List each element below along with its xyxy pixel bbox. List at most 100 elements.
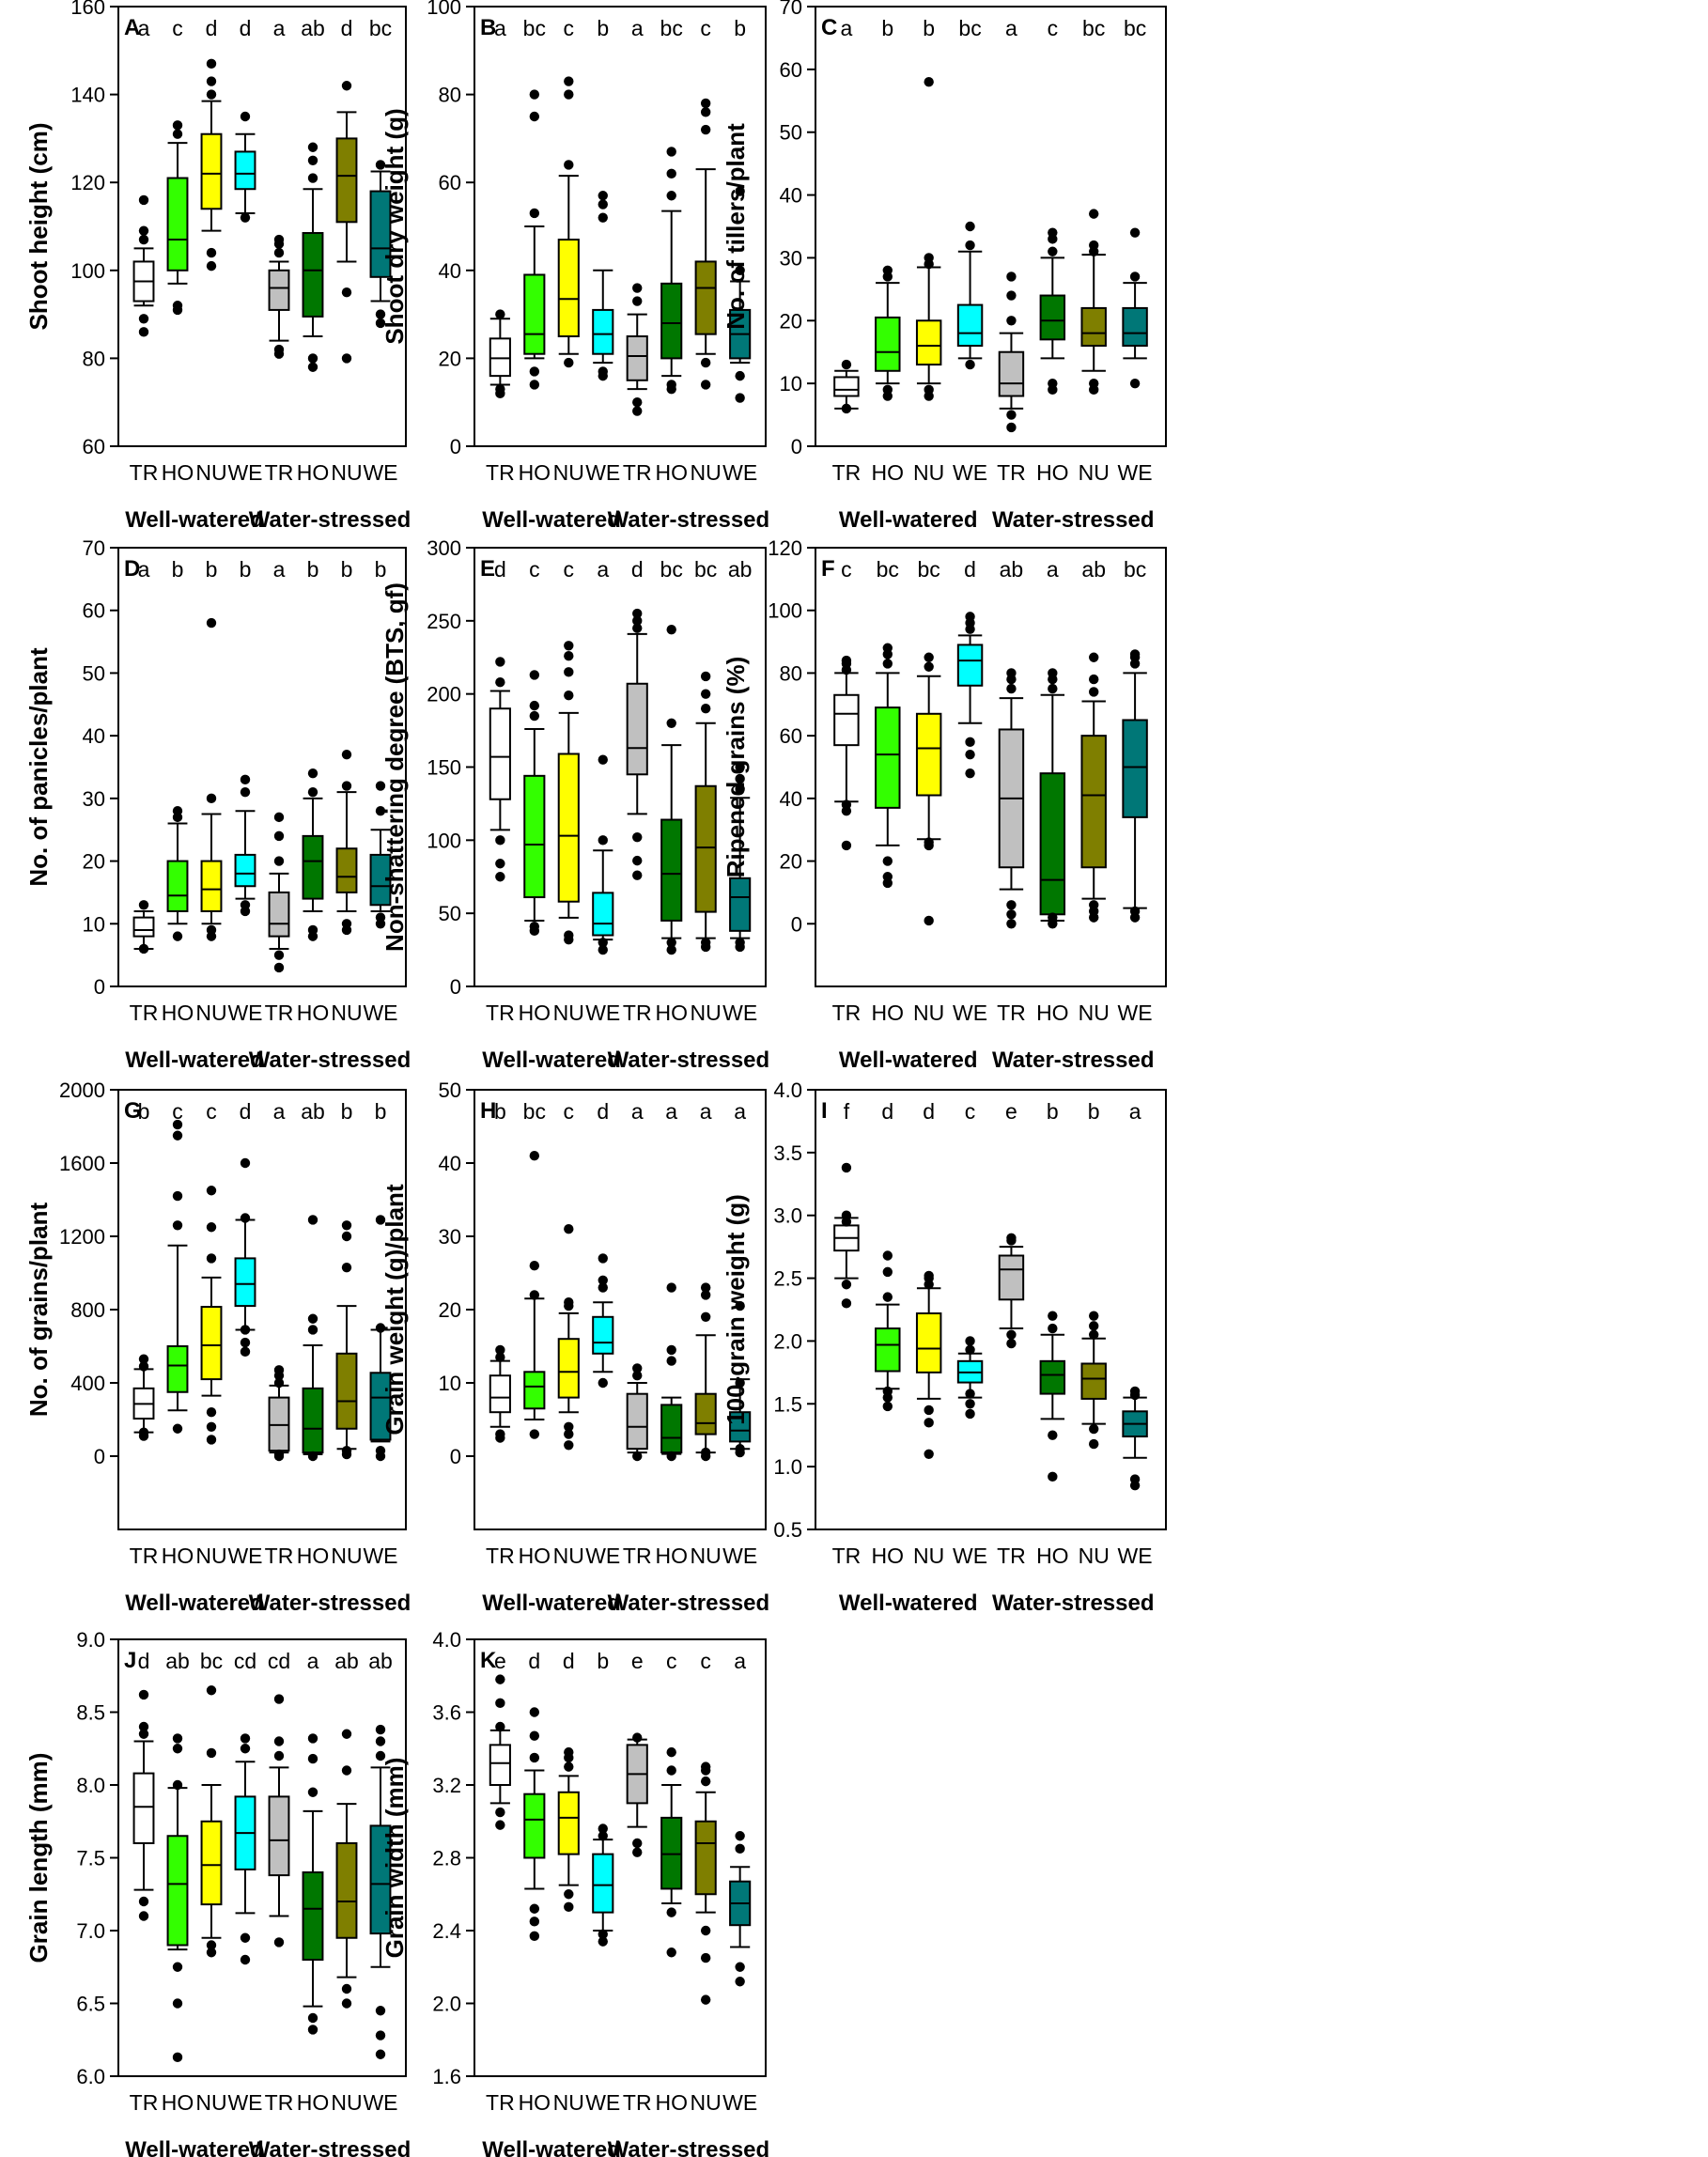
box-tr-ws: [268, 812, 290, 973]
iqr-box: [200, 1820, 223, 1906]
panel-label: D: [124, 556, 140, 582]
y-tick-label: 2.8: [432, 1847, 461, 1870]
outlier-point: [1048, 246, 1058, 256]
group-label-well-watered: Well-watered: [839, 507, 978, 533]
box-ho-ww: [166, 1733, 189, 2063]
y-axis-title: No. of tillers/plant: [722, 123, 750, 330]
iqr-box: [1039, 772, 1066, 916]
y-tick-label: 150: [427, 756, 461, 780]
outlier-point: [882, 1250, 893, 1261]
significance-letter: b: [172, 557, 184, 582]
significance-letter: b: [881, 16, 893, 40]
significance-letter: b: [375, 557, 387, 582]
x-tick-label: TR: [623, 1001, 652, 1025]
outlier-point: [700, 124, 711, 135]
outlier-point: [841, 655, 852, 666]
x-tick-label: WE: [585, 2090, 620, 2115]
y-tick-label: 6.0: [76, 2065, 105, 2088]
y-tick-label: 7.0: [76, 1919, 105, 1943]
box-tr-ww: [132, 900, 155, 954]
y-tick-label: 50: [439, 902, 461, 925]
outlier-point: [307, 1753, 318, 1764]
panel-i: 0.5 1.0 1.5 2.0 2.5 3.0 3.5 4.0 100-grain weight…: [722, 1078, 1167, 1616]
box-nu-ws: [694, 1761, 717, 2005]
outlier-point: [965, 1408, 975, 1420]
box-ho-ww: [875, 265, 901, 401]
outlier-point: [700, 1776, 711, 1787]
iqr-box: [369, 853, 392, 907]
y-tick-label: 140: [70, 84, 105, 107]
outlier-point: [307, 142, 318, 152]
x-tick-label: NU: [195, 1544, 226, 1568]
outlier-point: [375, 806, 386, 816]
outlier-point: [529, 366, 540, 377]
outlier-point: [632, 1371, 643, 1381]
outlier-point: [666, 1948, 676, 1958]
outlier-point: [598, 1831, 608, 1841]
outlier-point: [206, 76, 217, 86]
x-tick-label: TR: [623, 460, 652, 485]
significance-letter: a: [273, 16, 286, 40]
x-tick-label: WE: [227, 460, 262, 485]
outlier-point: [495, 835, 505, 846]
outlier-point: [273, 1736, 285, 1746]
box-we-ws: [369, 1724, 392, 2059]
outlier-point: [1006, 900, 1017, 910]
panel-g: 0 400 800 1200 1600 2000 No. of grains/plant Gb…: [24, 1078, 411, 1616]
y-tick-label: 60: [83, 599, 105, 623]
significance-letter: d: [240, 1099, 252, 1124]
group-label-well-watered: Well-watered: [125, 507, 264, 533]
iqr-box: [626, 682, 648, 776]
x-tick-label: HO: [162, 1544, 194, 1568]
outlier-point: [206, 924, 217, 936]
outlier-point: [341, 1262, 352, 1273]
significance-letter: ab: [334, 1649, 359, 1673]
iqr-box: [956, 303, 984, 348]
iqr-box: [1039, 1359, 1066, 1395]
outlier-point: [924, 915, 934, 926]
x-tick-label: HO: [297, 1544, 330, 1568]
iqr-box: [369, 1372, 392, 1441]
outlier-point: [206, 58, 217, 70]
x-tick-label: WE: [953, 1544, 987, 1568]
box-nu-ww: [915, 77, 942, 401]
iqr-box: [833, 376, 860, 397]
x-tick-label: HO: [519, 460, 551, 485]
outlier-point: [375, 1750, 386, 1761]
x-tick-label: TR: [130, 1544, 159, 1568]
y-tick-label: 40: [439, 1152, 461, 1175]
y-tick-label: 30: [83, 787, 105, 811]
outlier-point: [138, 234, 149, 245]
outlier-point: [529, 1151, 540, 1161]
iqr-box: [234, 1257, 256, 1308]
significance-letter: c: [666, 1649, 677, 1673]
outlier-point: [529, 111, 540, 122]
iqr-box: [335, 1352, 358, 1430]
group-label-water-stressed: Water-stressed: [608, 1591, 770, 1616]
outlier-point: [172, 1733, 183, 1744]
outlier-point: [172, 1744, 183, 1754]
outlier-point: [138, 1427, 149, 1437]
outlier-point: [273, 830, 285, 842]
box-tr-ws: [626, 608, 648, 880]
outlier-point: [882, 1386, 893, 1397]
panel-j: 6.0 6.5 7.0 7.5 8.0 8.5 9.0 Grain length (mm) J d…: [24, 1628, 411, 2157]
significance-letter: c: [1048, 16, 1059, 40]
outlier-point: [735, 1444, 745, 1454]
outlier-point: [841, 1210, 852, 1220]
outlier-point: [965, 221, 975, 232]
x-tick-label: NU: [331, 1544, 362, 1568]
x-tick-label: WE: [722, 1544, 757, 1568]
iqr-box: [557, 239, 580, 337]
y-axis-title: Grain length (mm): [24, 1753, 53, 1963]
outlier-point: [598, 938, 608, 948]
box-we-ws: [729, 762, 752, 953]
outlier-point: [598, 1936, 608, 1947]
panel-label: H: [480, 1098, 496, 1124]
outlier-point: [666, 1282, 676, 1293]
x-tick-label: TR: [265, 1544, 294, 1568]
outlier-point: [882, 1266, 893, 1278]
significance-letter: b: [307, 557, 319, 582]
iqr-box: [592, 1853, 614, 1914]
outlier-point: [138, 225, 149, 236]
